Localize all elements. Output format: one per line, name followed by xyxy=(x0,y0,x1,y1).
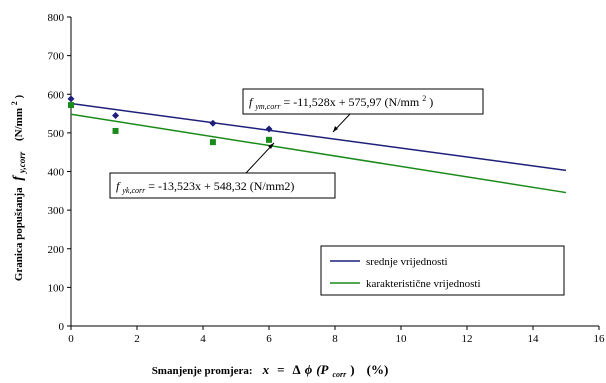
y-axis-unit-close: ) xyxy=(13,95,25,99)
eq-mean-sup: 2 xyxy=(422,94,426,103)
y-tick-label: 200 xyxy=(48,244,65,256)
x-axis-label-text: Smanjenje promjera: xyxy=(152,365,253,377)
trend-lines xyxy=(70,102,567,194)
data-point-characteristic xyxy=(68,102,74,109)
y-tick-label: 400 xyxy=(48,167,65,179)
x-axis-unit: (%) xyxy=(367,362,389,377)
axes: 0 100 200 300 400 500 600 700 800 0 2 4 6 8 10 12 14 16 xyxy=(48,12,606,345)
eq-mean-close: ) xyxy=(429,95,433,109)
equation-box-mean: f ym,corr = -11,528x + 575,97 (N/mm 2 ) xyxy=(242,88,484,133)
svg-text:Granica popuštanja f: Granica popuštanja f y,corr (N/mm 2 ) xyxy=(8,95,28,282)
y-tick-label: 800 xyxy=(48,12,65,24)
data-point-characteristic xyxy=(112,127,119,134)
eq-char-body: = -13,523x + 548,32 (N/mm2) xyxy=(148,179,294,193)
x-axis-formula-p-open: (P xyxy=(316,362,329,377)
equation-box-characteristic: f yk,corr = -13,523x + 548,32 (N/mm2) xyxy=(109,142,336,199)
y-axis-label: Granica popuštanja f y,corr (N/mm 2 ) xyxy=(8,95,28,282)
x-tick-label: 12 xyxy=(462,333,473,345)
eq-mean-body: = -11,528x + 575,97 (N/mm xyxy=(283,95,419,109)
svg-text:f yk,corr = -13,5: f yk,corr = -13,523x + 548,32 (N/mm2) xyxy=(116,179,294,196)
x-axis-formula-phi: ϕ xyxy=(305,362,313,377)
x-tick-label: 10 xyxy=(396,333,408,345)
y-tick-label: 0 xyxy=(59,321,65,333)
x-tick-label: 2 xyxy=(134,333,140,345)
legend: srednje vrijednosti karakteristične vrij… xyxy=(320,245,565,296)
data-point-characteristic xyxy=(209,139,216,146)
x-tick-label: 6 xyxy=(266,333,272,345)
eq-char-prefix: f xyxy=(116,179,121,193)
x-axis-formula-delta: Δ xyxy=(293,362,301,377)
y-tick-label: 500 xyxy=(48,128,65,140)
data-point-characteristic xyxy=(266,136,272,143)
x-tick-label: 0 xyxy=(68,333,74,345)
data-points xyxy=(67,95,273,146)
y-tick-label: 100 xyxy=(48,282,65,294)
eq-mean-sub: ym,corr xyxy=(254,102,281,111)
x-tick-label: 16 xyxy=(594,333,606,345)
data-point-mean xyxy=(112,111,120,119)
legend-label-mean: srednje vrijednosti xyxy=(366,256,448,268)
x-axis-formula-p-close: ) xyxy=(350,362,354,377)
x-axis-formula-p-sub: corr xyxy=(333,370,348,379)
eq-mean-prefix: f xyxy=(249,95,254,109)
y-tick-label: 600 xyxy=(48,89,65,101)
x-axis-formula-eq: = xyxy=(277,362,284,377)
legend-label-characteristic: karakteristične vrijednosti xyxy=(366,278,481,290)
x-tick-label: 8 xyxy=(332,333,338,345)
x-axis-label: Smanjenje promjera: x = Δ ϕ (P corr ) (%… xyxy=(152,361,389,381)
y-axis-unit-sup: 2 xyxy=(10,101,19,105)
data-point-mean xyxy=(209,119,217,127)
x-tick-label: 14 xyxy=(528,333,540,345)
svg-text:f ym,corr = -11,5: f ym,corr = -11,528x + 575,97 (N/mm 2 ) xyxy=(249,90,433,112)
y-axis-symbol: f xyxy=(11,175,26,181)
data-point-mean xyxy=(265,125,273,133)
y-axis-unit-open: (N/mm xyxy=(13,108,25,141)
y-tick-label: 300 xyxy=(48,205,65,217)
x-tick-label: 4 xyxy=(200,333,206,345)
data-point-mean xyxy=(67,95,75,103)
y-axis-label-text: Granica popuštanja xyxy=(13,187,25,281)
y-axis-symbol-sub: y,corr xyxy=(17,151,27,174)
x-axis-formula-var: x xyxy=(262,362,270,377)
eq-char-sub: yk,corr xyxy=(121,186,146,195)
trend-line-characteristic xyxy=(70,113,567,194)
y-tick-label: 700 xyxy=(48,51,65,63)
trend-line-mean xyxy=(70,102,567,172)
